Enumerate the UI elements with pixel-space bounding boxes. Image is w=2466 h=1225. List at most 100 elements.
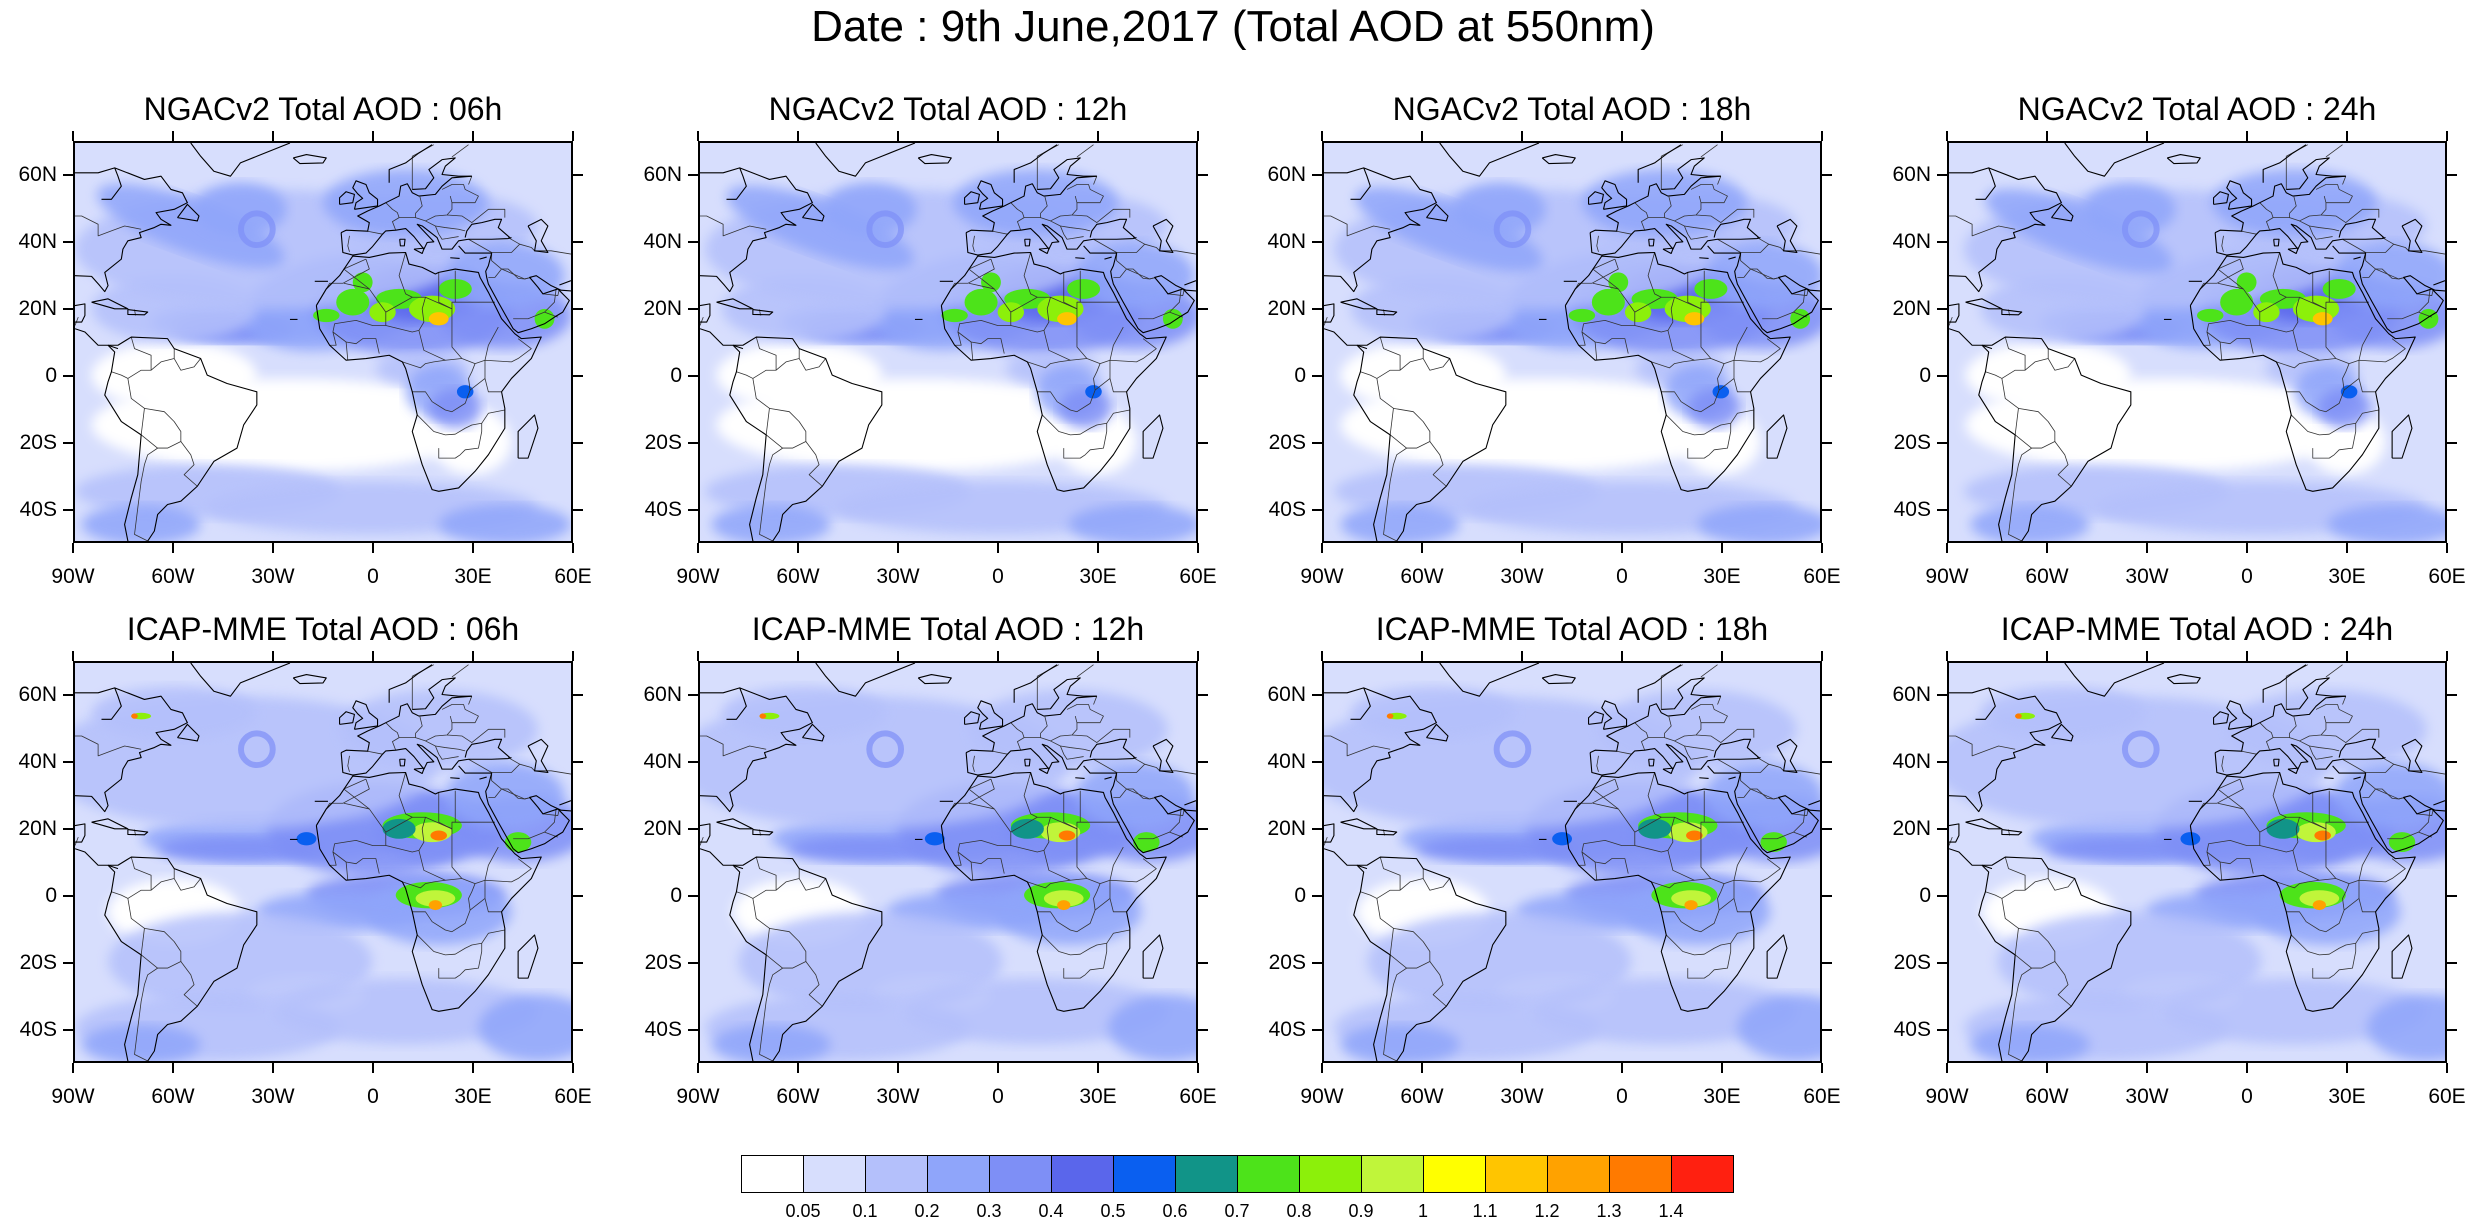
- lon-tick-label: 90W: [51, 565, 95, 588]
- country-border: [1010, 325, 1087, 361]
- aod-hotspot: [412, 822, 452, 843]
- coastline: [2051, 723, 2074, 742]
- country-border: [425, 740, 466, 752]
- country-border: [957, 282, 1012, 333]
- lon-tick: [1321, 1063, 1323, 1073]
- country-border: [2315, 184, 2353, 204]
- lon-tick: [1621, 651, 1623, 661]
- country-border: [345, 341, 349, 361]
- coastline: [1152, 738, 1174, 774]
- country-border: [2320, 208, 2380, 223]
- coastline: [339, 711, 355, 725]
- country-border: [1762, 288, 1806, 320]
- coastline: [1024, 758, 1031, 767]
- aod-hotspot: [941, 308, 968, 323]
- country-border: [2272, 252, 2287, 298]
- coastline: [1038, 767, 1050, 775]
- lat-tick-label: 20S: [1268, 430, 1306, 454]
- lon-tick: [997, 651, 999, 661]
- lat-tick-label: 40N: [643, 749, 682, 773]
- lon-tick: [2246, 651, 2248, 661]
- coastline: [1075, 257, 1085, 259]
- aod-hotspot: [1067, 278, 1101, 299]
- lon-tick: [997, 131, 999, 141]
- lon-tick: [897, 1063, 899, 1073]
- coastline: [527, 218, 549, 254]
- lat-tick: [573, 827, 583, 830]
- lon-tick: [2446, 131, 2448, 141]
- country-border: [1063, 929, 1130, 979]
- colorbar-swatch: [1113, 1155, 1176, 1193]
- lat-tick: [688, 961, 698, 964]
- colorbar-swatch: [1547, 1155, 1610, 1193]
- aod-hotspot: [369, 302, 396, 323]
- coastline: [1808, 280, 1820, 286]
- coastline: [1965, 818, 2003, 830]
- aod-plume: [428, 388, 482, 429]
- lat-tick: [2447, 1028, 2457, 1031]
- aod-plume: [1697, 504, 1820, 541]
- lat-tick-label: 20N: [643, 816, 682, 840]
- country-border: [1718, 898, 1751, 913]
- lon-tick: [1521, 131, 1523, 141]
- country-border: [2259, 325, 2336, 361]
- aod-hotspot: [456, 385, 474, 399]
- lat-tick-label: 0: [1919, 363, 1931, 387]
- lat-tick: [1312, 894, 1322, 897]
- country-border: [1717, 237, 1770, 253]
- coastline: [2338, 218, 2385, 238]
- country-border: [542, 808, 560, 816]
- lat-tick-label: 40N: [1267, 749, 1306, 773]
- country-border: [438, 272, 453, 310]
- lat-tick: [688, 240, 698, 243]
- colorbar-label: 0.2: [914, 1201, 940, 1221]
- lat-tick: [1312, 441, 1322, 444]
- lat-tick: [1198, 374, 1208, 377]
- lon-tick-label: 30W: [251, 1085, 295, 1108]
- lon-tick: [1421, 1063, 1423, 1073]
- lon-tick: [472, 543, 474, 553]
- country-border: [2219, 341, 2223, 361]
- lon-tick: [2446, 543, 2448, 553]
- lat-tick: [63, 827, 73, 830]
- country-border: [1043, 297, 1051, 331]
- coastline: [464, 218, 511, 238]
- coastline: [1353, 336, 1507, 541]
- coastline: [1353, 856, 1507, 1061]
- country-border: [1010, 202, 1025, 231]
- colorbar-swatch: [1361, 1155, 1424, 1193]
- country-border: [469, 898, 502, 913]
- country-border: [1066, 184, 1104, 204]
- coastline: [1350, 167, 1371, 200]
- coastline: [1013, 664, 1058, 703]
- lon-tick: [572, 543, 574, 553]
- coastline: [1648, 758, 1655, 767]
- lat-tick-label: 20S: [1893, 950, 1931, 974]
- coastline: [815, 143, 916, 177]
- lat-tick: [63, 240, 73, 243]
- lat-tick: [1937, 760, 1947, 763]
- country-border: [2259, 202, 2274, 231]
- lat-tick-label: 20N: [18, 816, 57, 840]
- country-border: [1041, 414, 1107, 436]
- lat-tick: [1822, 961, 1832, 964]
- aod-plume: [711, 504, 831, 541]
- aod-hotspot: [1552, 832, 1572, 846]
- aod-hotspot: [1010, 818, 1044, 839]
- lat-tick-label: 40S: [1268, 1017, 1306, 1041]
- country-border: [402, 879, 446, 889]
- coastline: [2051, 203, 2074, 222]
- lon-tick: [1946, 651, 1948, 661]
- aod-plume: [1532, 978, 1797, 1045]
- lon-tick-label: 90W: [51, 1085, 95, 1108]
- coastline: [2324, 777, 2334, 779]
- aod-hotspot: [313, 308, 340, 323]
- country-border: [2312, 409, 2379, 459]
- lon-tick: [1621, 131, 1623, 141]
- country-border: [1027, 879, 1071, 889]
- country-border: [1050, 740, 1091, 752]
- coastline: [413, 247, 425, 255]
- coastline: [1324, 328, 1368, 350]
- coastline: [413, 767, 425, 775]
- lon-tick: [2046, 131, 2048, 141]
